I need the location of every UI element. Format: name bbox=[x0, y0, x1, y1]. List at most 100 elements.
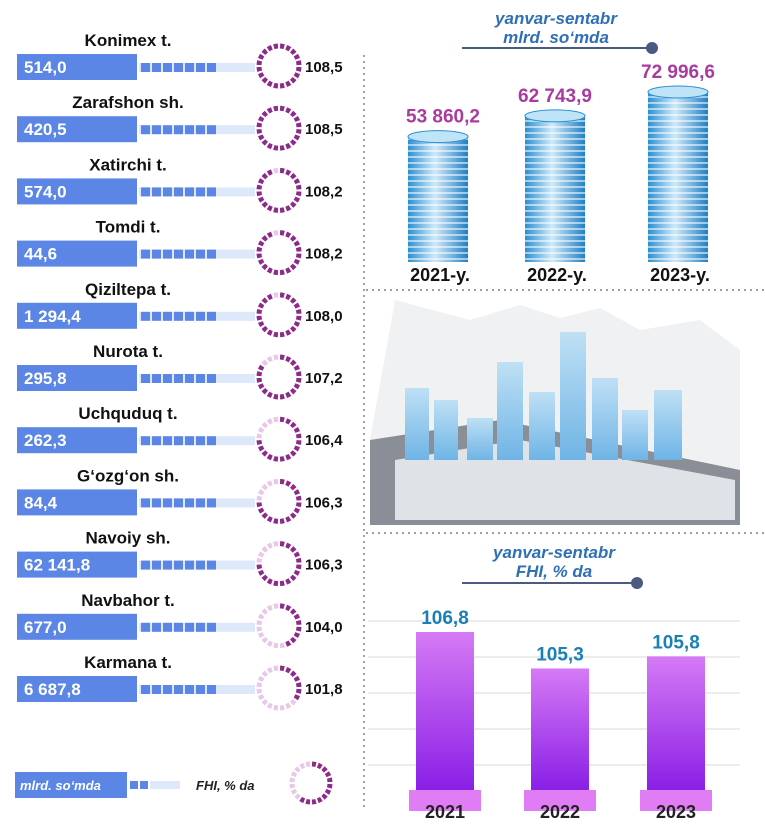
ring-segment bbox=[311, 761, 317, 768]
indicator-dash bbox=[141, 560, 150, 570]
index-value-label: 105,3 bbox=[536, 644, 584, 665]
ring-segment bbox=[257, 694, 265, 701]
value-label: 677,0 bbox=[24, 618, 67, 637]
ring-segment bbox=[256, 129, 263, 135]
indicator-dash bbox=[207, 560, 216, 570]
ring-segment bbox=[266, 604, 273, 612]
ring-segment bbox=[273, 331, 279, 338]
index-year-label: 2023 bbox=[656, 802, 696, 822]
indicator-dash bbox=[141, 249, 150, 259]
ring-segment bbox=[257, 240, 265, 247]
index-label: 104,0 bbox=[305, 619, 343, 636]
value-label: 44,6 bbox=[24, 245, 57, 264]
ring-segment bbox=[285, 702, 292, 710]
ring-segment bbox=[293, 613, 301, 620]
ring-segment bbox=[279, 642, 285, 649]
value-box bbox=[17, 302, 137, 329]
ring-segment bbox=[261, 450, 269, 457]
indicator-dash bbox=[152, 685, 161, 694]
ring-segment bbox=[273, 541, 279, 547]
ring-segment bbox=[256, 184, 263, 190]
value-box bbox=[17, 489, 137, 516]
index-ring bbox=[256, 292, 302, 338]
value-box bbox=[17, 54, 137, 80]
district-row: Xatirchi t. 574,0 108,2 bbox=[17, 155, 343, 213]
ring-segment bbox=[289, 359, 297, 367]
ring-segment bbox=[326, 783, 333, 789]
legend: mlrd. so‘mda FHI, % da bbox=[15, 761, 333, 805]
volume-chart: yanvar-sentabr mlrd. so‘mda 53 860,2 2021… bbox=[406, 9, 715, 285]
ring-segment bbox=[273, 230, 279, 236]
index-bar bbox=[647, 656, 705, 790]
index-year-label: 2021 bbox=[425, 802, 465, 822]
ring-segment bbox=[295, 253, 302, 259]
ring-segment bbox=[295, 440, 302, 446]
value-label: 6 687,8 bbox=[24, 680, 81, 699]
ring-segment bbox=[293, 134, 301, 141]
ring-segment bbox=[261, 636, 269, 644]
ring-segment bbox=[266, 169, 273, 176]
ring-segment bbox=[289, 172, 297, 180]
volume-bar-stripes bbox=[408, 136, 468, 262]
ring-segment bbox=[293, 364, 301, 371]
ring-segment bbox=[293, 321, 301, 328]
district-row: Navoiy sh. 62 141,8 106,3 bbox=[17, 529, 343, 587]
indicator-dash bbox=[141, 685, 150, 694]
indicator-dash bbox=[152, 498, 161, 508]
ring-segment bbox=[261, 387, 269, 395]
index-ring bbox=[256, 105, 302, 151]
index-ring bbox=[256, 230, 302, 276]
ring-segment bbox=[257, 426, 265, 433]
district-row: Nurota t. 295,8 107,2 bbox=[17, 342, 343, 400]
indicator-dash bbox=[174, 187, 183, 197]
ring-segment bbox=[266, 329, 273, 336]
indicator-dash bbox=[141, 622, 150, 632]
ring-segment bbox=[257, 364, 265, 371]
index-label: 106,3 bbox=[305, 557, 343, 574]
district-row: Zarafshon sh. 420,5 108,5 bbox=[17, 93, 343, 151]
value-box bbox=[17, 240, 137, 267]
ring-segment bbox=[266, 267, 273, 274]
volume-bar-top bbox=[407, 130, 469, 144]
ring-segment bbox=[257, 321, 265, 328]
ring-segment bbox=[256, 619, 263, 625]
ring-segment bbox=[293, 675, 301, 682]
index-year-box bbox=[409, 790, 481, 811]
ring-segment bbox=[266, 542, 273, 549]
indicator-dash bbox=[141, 436, 150, 446]
ring-segment bbox=[293, 489, 301, 496]
ring-segment bbox=[266, 516, 273, 523]
ring-segment bbox=[294, 793, 301, 800]
indicator-dash bbox=[174, 498, 183, 508]
ring-segment bbox=[261, 698, 269, 706]
ring-segment bbox=[256, 557, 263, 563]
indicator-dash bbox=[174, 560, 183, 570]
indicator-dash bbox=[152, 560, 161, 570]
indicator-dash bbox=[152, 125, 161, 135]
ring-segment bbox=[257, 134, 265, 141]
ring-segment bbox=[279, 541, 285, 547]
ring-segment bbox=[305, 798, 311, 805]
ring-segment bbox=[257, 72, 265, 79]
value-label: 295,8 bbox=[24, 369, 67, 388]
ring-segment bbox=[293, 258, 301, 265]
ring-segment bbox=[273, 167, 279, 174]
indicator-dash bbox=[141, 311, 150, 321]
ring-segment bbox=[324, 788, 332, 795]
ring-segment bbox=[293, 178, 301, 185]
ring-segment bbox=[285, 107, 292, 114]
indicator-dash bbox=[207, 622, 216, 632]
index-ring bbox=[256, 43, 302, 89]
ring-segment bbox=[261, 297, 269, 304]
ring-segment bbox=[279, 456, 285, 462]
ring-segment bbox=[273, 82, 279, 89]
legend-dash bbox=[150, 781, 180, 789]
indicator-dash bbox=[174, 622, 183, 632]
ring-segment bbox=[279, 665, 285, 672]
ring-segment bbox=[261, 546, 269, 553]
indicator-dash bbox=[196, 125, 205, 135]
value-box bbox=[17, 427, 137, 454]
ring-segment bbox=[293, 383, 301, 390]
ring-segment bbox=[279, 105, 285, 112]
ring-segment bbox=[273, 393, 279, 400]
